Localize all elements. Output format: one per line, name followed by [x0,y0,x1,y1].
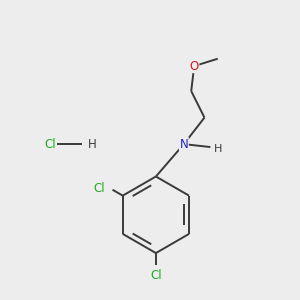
Text: Cl: Cl [44,138,56,151]
Text: N: N [179,138,188,151]
Text: O: O [190,60,199,73]
Text: H: H [88,138,97,151]
Text: Cl: Cl [150,269,162,282]
Text: H: H [214,143,222,154]
Text: Cl: Cl [94,182,105,195]
